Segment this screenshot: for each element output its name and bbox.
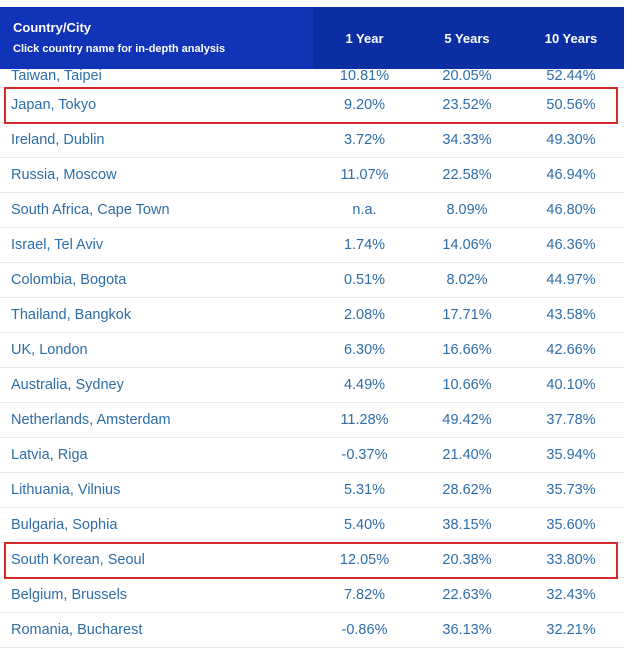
- country-link[interactable]: Russia, Moscow: [11, 167, 117, 183]
- country-link[interactable]: Japan, Tokyo: [11, 97, 97, 113]
- cell-1-year: n.a.: [352, 202, 377, 218]
- cell-1-year: 3.72%: [343, 132, 386, 148]
- table-row: Lithuania, Vilnius 5.31% 28.62% 35.73%: [0, 473, 624, 508]
- table-row: Russia, Moscow 11.07% 22.58% 46.94%: [0, 158, 624, 193]
- cell-10-years: 32.21%: [546, 622, 596, 638]
- table-header: Country/City Click country name for in-d…: [0, 7, 624, 69]
- country-link[interactable]: Australia, Sydney: [11, 377, 124, 393]
- country-link[interactable]: Bulgaria, Sophia: [11, 517, 118, 533]
- table-row: UK, London 6.30% 16.66% 42.66%: [0, 333, 624, 368]
- country-link[interactable]: South Africa, Cape Town: [11, 202, 170, 218]
- cell-1-year: 5.40%: [343, 517, 386, 533]
- table-row: Thailand, Bangkok 2.08% 17.71% 43.58%: [0, 298, 624, 333]
- cell-10-years: 35.73%: [546, 482, 596, 498]
- country-link[interactable]: South Korean, Seoul: [11, 552, 145, 568]
- cell-5-years: 20.05%: [442, 68, 492, 84]
- cell-10-years: 35.94%: [546, 447, 596, 463]
- cell-10-years: 50.56%: [546, 97, 596, 113]
- cell-10-years: 35.60%: [546, 517, 596, 533]
- cell-10-years: 46.94%: [546, 167, 596, 183]
- cell-5-years: 8.02%: [446, 272, 488, 288]
- cell-5-years: 34.33%: [442, 132, 492, 148]
- cell-5-years: 8.09%: [446, 202, 488, 218]
- header-subtitle: Click country name for in-depth analysis: [13, 43, 226, 55]
- column-header-10-years[interactable]: 10 Years: [544, 30, 598, 46]
- country-link[interactable]: Taiwan, Taipei: [11, 68, 102, 84]
- cell-10-years: 37.78%: [546, 412, 596, 428]
- country-link[interactable]: Ireland, Dublin: [11, 132, 105, 148]
- country-link[interactable]: Thailand, Bangkok: [11, 307, 132, 323]
- header-title: Country/City: [13, 20, 91, 35]
- cell-5-years: 16.66%: [442, 342, 492, 358]
- cell-1-year: 7.82%: [343, 587, 386, 603]
- table-row: Bulgaria, Sophia 5.40% 38.15% 35.60%: [0, 508, 624, 543]
- country-link[interactable]: Israel, Tel Aviv: [11, 237, 104, 253]
- cell-1-year: 0.51%: [343, 272, 386, 288]
- cell-1-year: 11.07%: [340, 167, 389, 183]
- cell-5-years: 17.71%: [442, 307, 492, 323]
- table-row: Australia, Sydney 4.49% 10.66% 40.10%: [0, 368, 624, 403]
- table-row: Colombia, Bogota 0.51% 8.02% 44.97%: [0, 263, 624, 298]
- cell-10-years: 44.97%: [546, 272, 596, 288]
- cell-1-year: 1.74%: [343, 237, 386, 253]
- cell-1-year: 9.20%: [343, 97, 386, 113]
- cell-1-year: 5.31%: [343, 482, 386, 498]
- table-row: Latvia, Riga -0.37% 21.40% 35.94%: [0, 438, 624, 473]
- cell-1-year: 6.30%: [343, 342, 386, 358]
- price-change-table: Taiwan, Taipei 10.81% 20.05% 52.44% Japan, T…: [0, 7, 624, 660]
- cell-1-year: -0.37%: [341, 447, 388, 463]
- country-link[interactable]: Latvia, Riga: [11, 447, 88, 463]
- cell-1-year: -0.86%: [341, 622, 388, 638]
- table-row: Japan, Tokyo 9.20% 23.52% 50.56%: [0, 88, 624, 123]
- country-link[interactable]: Romania, Bucharest: [11, 622, 143, 638]
- table-row: Romania, Bucharest -0.86% 36.13% 32.21%: [0, 613, 624, 648]
- country-link[interactable]: Belgium, Brussels: [11, 587, 128, 603]
- cell-10-years: 52.44%: [546, 68, 596, 84]
- table-row: Israel, Tel Aviv 1.74% 14.06% 46.36%: [0, 228, 624, 263]
- cell-10-years: 32.43%: [546, 587, 596, 603]
- cell-5-years: 10.66%: [442, 377, 492, 393]
- cell-10-years: 49.30%: [546, 132, 596, 148]
- cell-5-years: 20.38%: [442, 552, 492, 568]
- cell-1-year: 10.81%: [339, 68, 390, 84]
- table-row: Ireland, Dublin 3.72% 34.33% 49.30%: [0, 123, 624, 158]
- cell-5-years: 22.63%: [442, 587, 492, 603]
- cell-5-years: 49.42%: [442, 412, 492, 428]
- table-body: Taiwan, Taipei 10.81% 20.05% 52.44% Japan, T…: [0, 61, 624, 648]
- cell-10-years: 40.10%: [546, 377, 596, 393]
- country-link[interactable]: Netherlands, Amsterdam: [11, 412, 171, 428]
- cell-1-year: 2.08%: [343, 307, 386, 323]
- table-row: South Africa, Cape Town n.a. 8.09% 46.80%: [0, 193, 624, 228]
- cell-5-years: 36.13%: [442, 622, 492, 638]
- cell-10-years: 46.80%: [546, 202, 596, 218]
- table-row: Netherlands, Amsterdam 11.28% 49.42% 37.78%: [0, 403, 624, 438]
- cell-10-years: 42.66%: [546, 342, 596, 358]
- cell-10-years: 43.58%: [546, 307, 596, 323]
- table-row: Belgium, Brussels 7.82% 22.63% 32.43%: [0, 578, 624, 613]
- cell-5-years: 22.58%: [442, 167, 492, 183]
- cell-1-year: 11.28%: [340, 412, 389, 428]
- table-row: South Korean, Seoul 12.05% 20.38% 33.80%: [0, 543, 624, 578]
- country-link[interactable]: UK, London: [11, 342, 88, 358]
- cell-5-years: 23.52%: [442, 97, 492, 113]
- cell-10-years: 33.80%: [546, 552, 596, 568]
- column-header-1-year[interactable]: 1 Year: [345, 30, 384, 46]
- country-city-header: Country/City Click country name for in-d…: [0, 7, 313, 69]
- cell-10-years: 46.36%: [546, 237, 596, 253]
- cell-5-years: 38.15%: [442, 517, 492, 533]
- country-link[interactable]: Colombia, Bogota: [11, 272, 127, 288]
- cell-5-years: 14.06%: [442, 237, 492, 253]
- cell-5-years: 28.62%: [442, 482, 492, 498]
- cell-1-year: 12.05%: [339, 552, 390, 568]
- column-header-5-years[interactable]: 5 Years: [444, 30, 490, 46]
- cell-5-years: 21.40%: [442, 447, 492, 463]
- country-link[interactable]: Lithuania, Vilnius: [11, 482, 121, 498]
- cell-1-year: 4.49%: [343, 377, 386, 393]
